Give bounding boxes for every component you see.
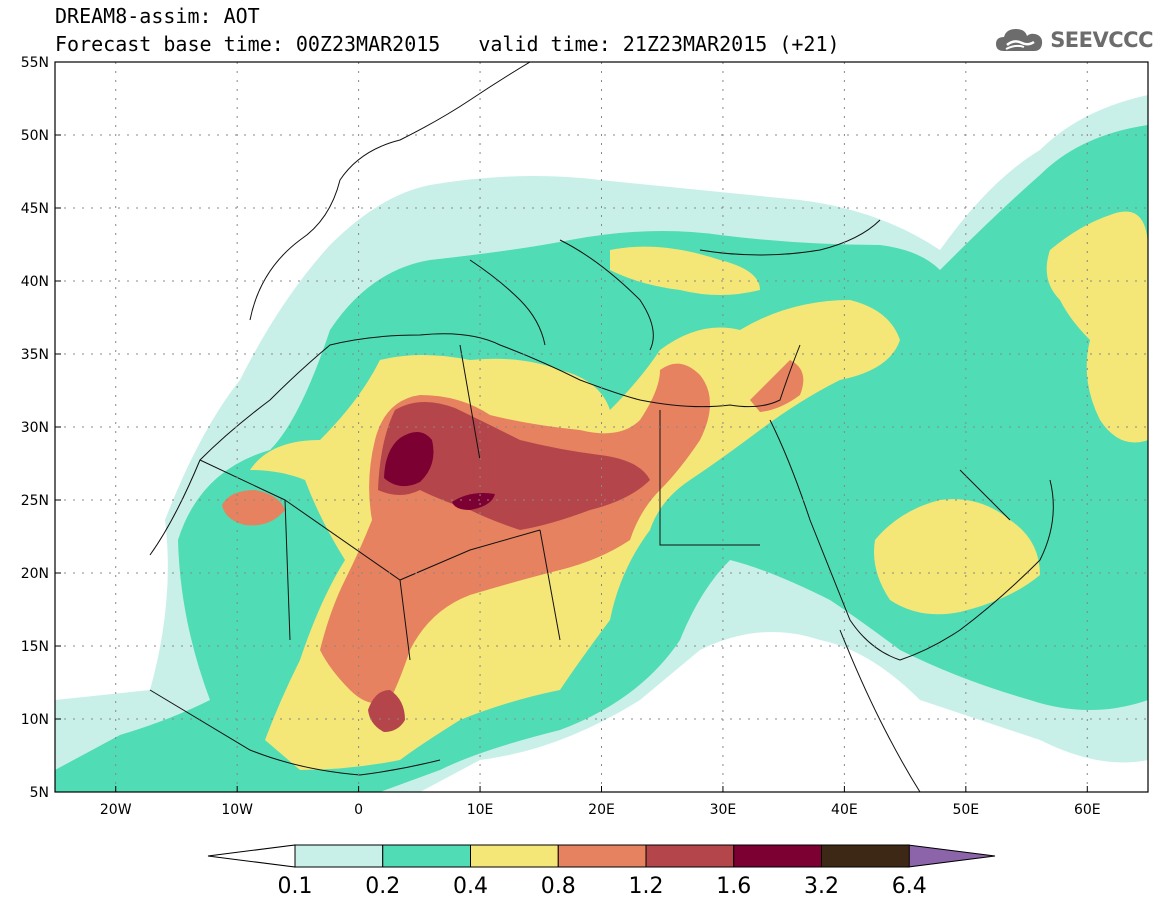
colorbar-segment bbox=[294, 844, 384, 868]
coastlines bbox=[149, 62, 1054, 792]
lat-label: 40N bbox=[21, 274, 49, 290]
lon-label: 20W bbox=[100, 802, 132, 818]
lat-label: 20N bbox=[21, 566, 49, 582]
lon-label: 50E bbox=[952, 802, 979, 818]
logo-text: SEEVCCC bbox=[1050, 28, 1153, 52]
lat-label: 45N bbox=[21, 201, 49, 217]
colorbar-over-arrow bbox=[907, 844, 996, 868]
colorbar-segment bbox=[821, 844, 910, 868]
colorbar: 0.1 0.2 0.4 0.8 1.2 1.6 3.2 6.4 bbox=[207, 844, 996, 899]
colorbar-segment bbox=[557, 844, 647, 868]
lat-label: 10N bbox=[21, 712, 49, 728]
aot-contour-0.4-balkans bbox=[610, 246, 760, 295]
lat-label: 30N bbox=[21, 420, 49, 436]
colorbar-label: 6.4 bbox=[892, 874, 927, 899]
lon-label: 30E bbox=[710, 802, 737, 818]
colorbar-label: 0.1 bbox=[278, 874, 313, 899]
borders bbox=[199, 344, 760, 661]
map-title: DREAM8-assim: AOT bbox=[55, 4, 260, 28]
valid-time: valid time: 21Z23MAR2015 (+21) bbox=[478, 32, 840, 56]
colorbar-label: 0.8 bbox=[541, 874, 576, 899]
aot-contour-0.8-west bbox=[222, 490, 285, 526]
lat-label: 5N bbox=[30, 785, 49, 801]
colorbar-segment bbox=[733, 844, 822, 868]
colorbar-label: 0.4 bbox=[453, 874, 488, 899]
lat-label: 15N bbox=[21, 639, 49, 655]
aot-contour-0.4-east bbox=[1046, 211, 1148, 443]
colorbar-label: 3.2 bbox=[804, 874, 839, 899]
longitude-labels: 20W 10W 0 10E 20E 30E 40E 50E 60E bbox=[100, 786, 1101, 818]
colorbar-under-arrow bbox=[207, 844, 296, 868]
aot-contour-0.8-levant bbox=[750, 360, 804, 412]
colorbar-segment bbox=[382, 844, 471, 868]
lat-label: 55N bbox=[21, 55, 49, 71]
colorbar-segment bbox=[645, 844, 735, 868]
lat-label: 35N bbox=[21, 347, 49, 363]
colorbar-label: 1.2 bbox=[629, 874, 664, 899]
lat-label: 25N bbox=[21, 493, 49, 509]
aot-contour-1.2 bbox=[378, 401, 650, 530]
base-time: Forecast base time: 00Z23MAR2015 bbox=[55, 32, 441, 56]
lat-label: 50N bbox=[21, 128, 49, 144]
aot-contour-0.4-arabia bbox=[874, 499, 1040, 615]
seevccc-logo: SEEVCCC bbox=[994, 20, 1153, 60]
aot-contour-1.6-b bbox=[452, 493, 495, 510]
aot-contour-1.6 bbox=[384, 431, 434, 487]
colorbar-segment bbox=[470, 844, 559, 868]
lon-label: 40E bbox=[831, 802, 858, 818]
latitude-labels: 55N 50N 45N 40N 35N 30N 25N 20N 15N 10N 5N bbox=[21, 55, 61, 801]
lon-label: 20E bbox=[588, 802, 615, 818]
colorbar-label: 0.2 bbox=[365, 874, 400, 899]
aot-contour-1.2-south bbox=[368, 690, 405, 732]
lon-label: 0 bbox=[354, 802, 363, 818]
colorbar-label: 1.6 bbox=[716, 874, 751, 899]
lon-label: 10W bbox=[221, 802, 253, 818]
lon-label: 60E bbox=[1074, 802, 1101, 818]
aot-field bbox=[55, 95, 1148, 792]
lon-label: 10E bbox=[467, 802, 494, 818]
forecast-times: Forecast base time: 00Z23MAR2015 valid ti… bbox=[55, 33, 840, 55]
gridlines bbox=[55, 62, 1148, 792]
cloud-icon bbox=[996, 29, 1043, 51]
